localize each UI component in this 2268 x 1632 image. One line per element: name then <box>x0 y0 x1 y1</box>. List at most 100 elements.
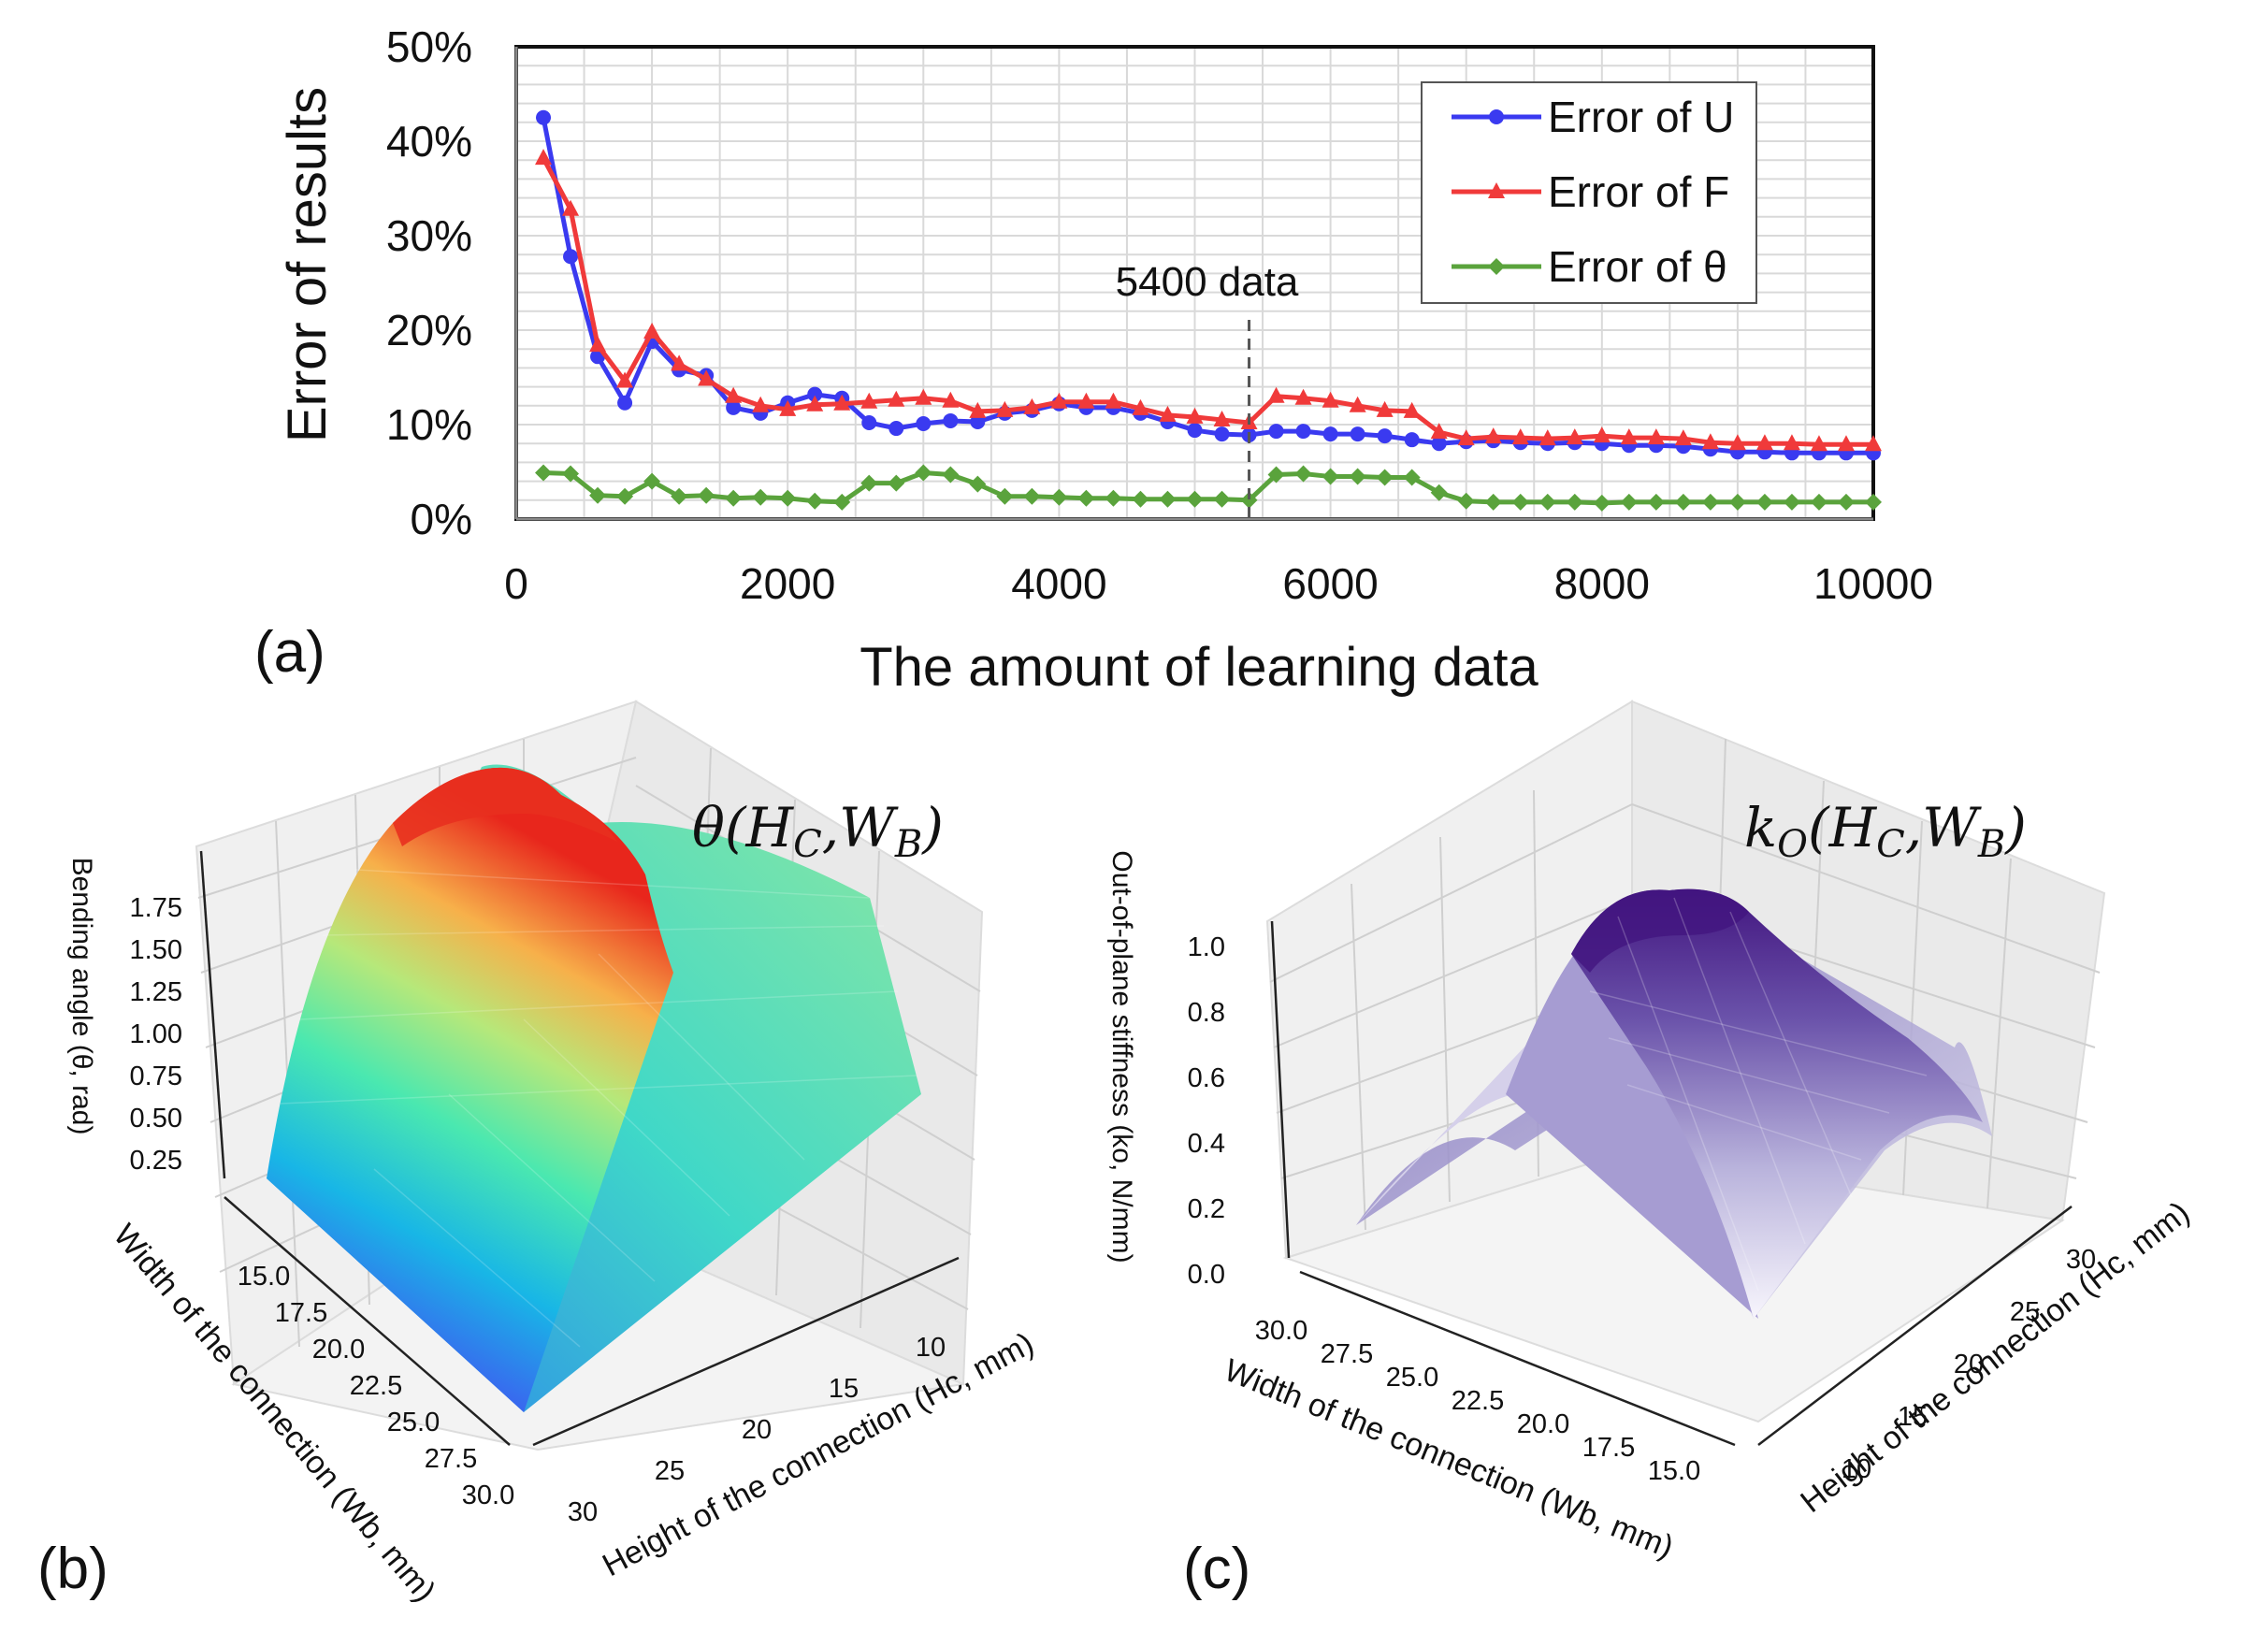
z-tick-label: 0.8 <box>1188 998 1225 1028</box>
z-tick-label: 0.25 <box>130 1146 182 1176</box>
title-part: θ(H <box>692 796 795 859</box>
data-point <box>1077 392 1095 409</box>
data-point <box>1294 388 1312 405</box>
data-point <box>806 395 824 412</box>
legend-marker <box>1489 109 1504 124</box>
data-point <box>1538 429 1556 446</box>
legend: Error of U Error of F Error of θ <box>1421 81 1757 304</box>
panel-a-line-chart: 0% 10% 20% 30% 40% 50% 0 2000 4000 6000 8000 10000… <box>254 22 1933 698</box>
y-tick-label: 30 <box>2066 1245 2096 1275</box>
data-point <box>1322 391 1339 408</box>
legend-label: Error of U <box>1548 93 1734 141</box>
title-part: k <box>1744 796 1777 859</box>
data-point <box>860 474 878 492</box>
y-tick-label: 15 <box>829 1374 859 1404</box>
data-point <box>1186 490 1204 508</box>
data-point <box>1566 428 1583 445</box>
title-part: ,W <box>822 796 899 859</box>
data-point <box>1295 424 1311 440</box>
surface-purple <box>1356 888 1992 1319</box>
y-tick-label: 30 <box>568 1497 598 1527</box>
y-tick-label: 20 <box>742 1415 772 1445</box>
data-point <box>1593 494 1611 512</box>
y-tick-label: 50% <box>386 22 472 71</box>
x-tick-label: 30.0 <box>462 1480 514 1510</box>
data-point <box>969 401 987 418</box>
x-tick-label: 30.0 <box>1255 1316 1307 1346</box>
panel-label-c: (c) <box>1183 1537 1250 1601</box>
panel-label-a: (a) <box>254 620 325 685</box>
data-point <box>996 487 1014 505</box>
y-tick-labels: 10 15 20 25 30 <box>568 1333 946 1527</box>
data-point <box>970 413 986 429</box>
z-tick-label: 0.50 <box>130 1104 182 1134</box>
title-part: ,W <box>1905 796 1982 859</box>
data-point <box>698 369 715 386</box>
data-point <box>1376 400 1394 417</box>
series-error-of-θ <box>535 464 1882 512</box>
x-tick-label: 2000 <box>740 559 835 608</box>
data-point <box>535 464 553 482</box>
data-point <box>1865 435 1882 452</box>
data-point <box>1431 436 1447 452</box>
data-point <box>536 109 552 125</box>
z-tick-label: 0.75 <box>130 1062 182 1091</box>
data-point <box>779 489 797 507</box>
y-tick-label: 10 <box>916 1333 946 1363</box>
data-point <box>1783 493 1800 511</box>
data-point <box>1647 493 1665 511</box>
z-tick-labels: 1.0 0.8 0.6 0.4 0.2 0.0 <box>1188 932 1225 1290</box>
data-point <box>1077 489 1095 507</box>
data-point <box>1538 493 1556 511</box>
data-point <box>942 466 960 484</box>
data-point <box>1268 424 1284 440</box>
legend-marker <box>1488 258 1505 275</box>
data-point <box>643 323 661 339</box>
data-point <box>806 492 824 510</box>
title-subscript: B <box>894 823 922 866</box>
y-tick-label: 30% <box>386 211 472 260</box>
z-tick-label: 1.75 <box>130 893 182 923</box>
data-point <box>915 388 932 405</box>
data-point <box>1511 428 1529 445</box>
data-point <box>1050 392 1068 409</box>
data-point <box>915 464 932 482</box>
z-tick-label: 0.2 <box>1188 1194 1225 1224</box>
data-point <box>1023 487 1041 505</box>
data-point <box>1213 490 1231 508</box>
data-point <box>698 486 715 504</box>
data-point <box>563 249 579 265</box>
data-point <box>888 390 905 407</box>
data-point <box>833 493 851 511</box>
y-tick-labels: 0% 10% 20% 30% 40% 50% <box>386 22 472 543</box>
data-point <box>1187 423 1203 439</box>
x-tick-label: 20.0 <box>1517 1409 1569 1439</box>
panel-c-surface-plot: 1.0 0.8 0.6 0.4 0.2 0.0 30.0 27.5 25.0 22.5 20.0 1… <box>1106 700 2196 1601</box>
data-point <box>1674 493 1692 511</box>
data-point <box>1105 489 1122 507</box>
data-point <box>1837 493 1855 511</box>
y-tick-label: 10% <box>386 400 472 449</box>
legend-marker <box>1488 182 1505 198</box>
data-point <box>1701 433 1719 450</box>
data-point <box>725 386 743 403</box>
data-point <box>616 371 634 388</box>
data-point <box>1349 468 1366 485</box>
title-part: ) <box>2003 796 2027 859</box>
data-point <box>562 199 580 216</box>
data-point <box>1322 426 1338 442</box>
data-point <box>562 465 580 483</box>
series-error-of-f <box>535 149 1882 452</box>
data-point <box>1457 492 1475 510</box>
data-point <box>1377 428 1393 444</box>
x-tick-label: 15.0 <box>238 1262 290 1292</box>
x-tick-labels: 15.0 17.5 20.0 22.5 25.0 27.5 30.0 <box>238 1262 514 1510</box>
panel-label-b: (b) <box>37 1537 108 1601</box>
y-tick-label: 0% <box>411 495 472 543</box>
data-point <box>1484 427 1502 444</box>
title-subscript: C <box>1876 823 1905 866</box>
data-point <box>1322 468 1339 485</box>
x-tick-label: 25.0 <box>387 1408 440 1437</box>
data-point <box>1267 386 1285 403</box>
